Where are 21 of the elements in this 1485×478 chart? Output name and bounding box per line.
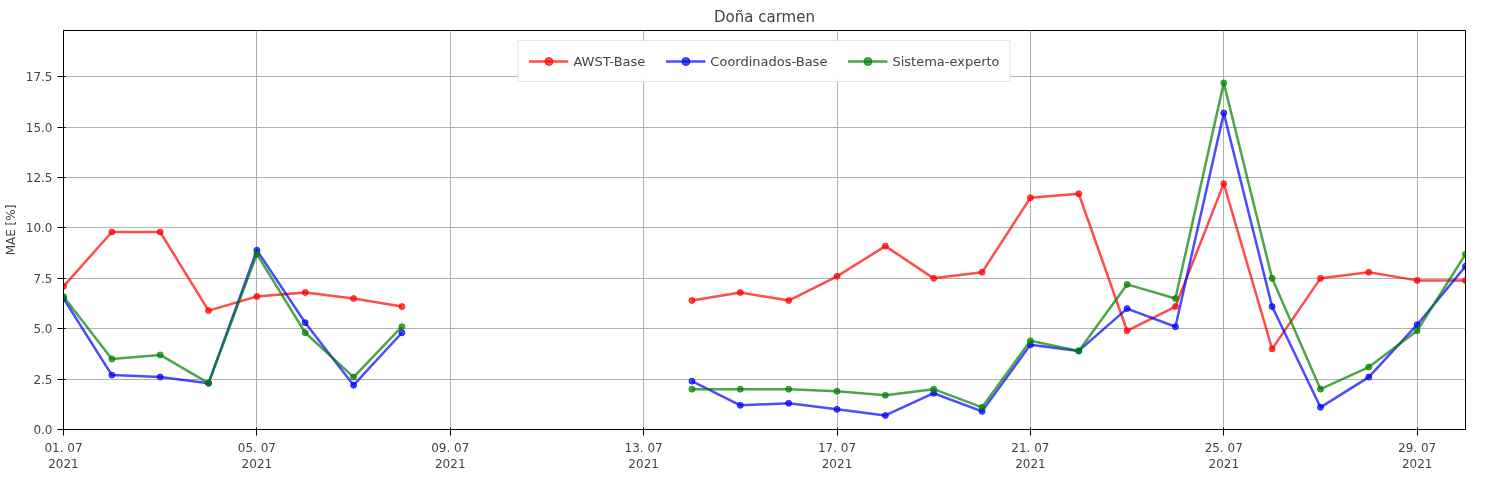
x-tick-label: 29. 07 2021 bbox=[1398, 440, 1437, 472]
y-tick-label: 15.0 bbox=[25, 120, 53, 135]
legend-label: AWST-Base bbox=[573, 53, 646, 69]
y-tick-label: 12.5 bbox=[25, 171, 53, 186]
x-tick-label: 21. 07 2021 bbox=[1011, 440, 1050, 472]
x-tick-label: 13. 07 2021 bbox=[624, 440, 663, 472]
y-axis-title: MAE [%] bbox=[3, 204, 18, 256]
y-tick-label: 5.0 bbox=[33, 322, 53, 337]
x-tick-label: 17. 07 2021 bbox=[817, 440, 857, 472]
legend-label: Coordinados-Base bbox=[710, 53, 828, 69]
chart-title: Doña carmen bbox=[714, 7, 815, 26]
x-tick-label: 25. 07 2021 bbox=[1204, 440, 1243, 472]
y-tick-label: 7.5 bbox=[33, 271, 53, 286]
y-tick-label: 17.5 bbox=[25, 70, 53, 85]
legend-label: Sistema-experto bbox=[892, 53, 1000, 69]
y-tick-label: 10.0 bbox=[25, 221, 53, 236]
x-tick-label: 01. 07 2021 bbox=[44, 440, 83, 472]
x-tick-label: 09. 07 2021 bbox=[431, 440, 470, 472]
y-tick-label: 2.5 bbox=[33, 372, 53, 387]
x-tick-label: 05. 07 2021 bbox=[237, 440, 276, 472]
y-tick-label: 0.0 bbox=[33, 423, 53, 437]
